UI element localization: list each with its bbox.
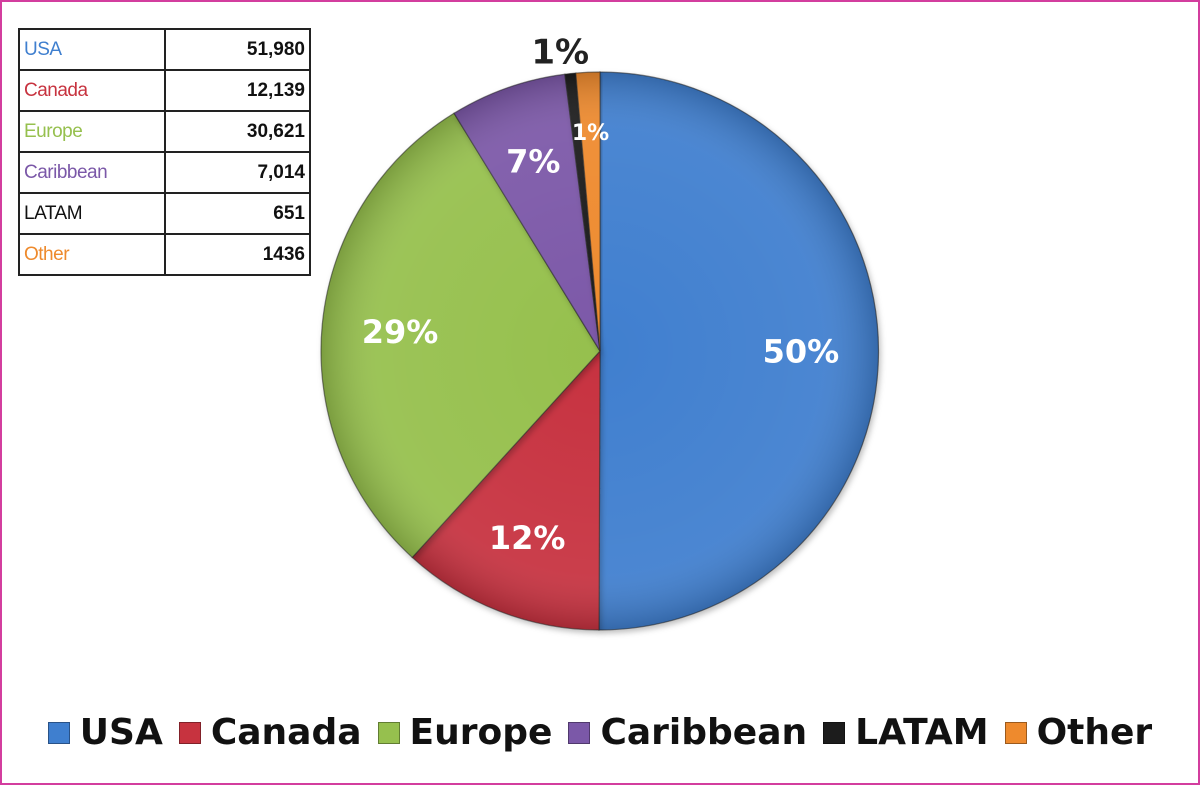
table-row: Caribbean 7,014 xyxy=(18,151,311,194)
table-category-europe: Europe xyxy=(18,110,166,153)
table-category-usa: USA xyxy=(18,28,166,71)
table-value-caribbean: 7,014 xyxy=(164,151,311,194)
table-row: Other 1436 xyxy=(18,233,311,276)
data-table: USA 51,980 Canada 12,139 Europe 30,621 C… xyxy=(18,28,311,276)
legend-swatch-usa xyxy=(47,721,70,744)
pct-label-usa: 50% xyxy=(763,332,840,370)
legend-swatch-caribbean xyxy=(568,721,591,744)
legend-item-europe: Europe xyxy=(377,712,553,753)
pct-label-caribbean: 7% xyxy=(506,143,560,181)
legend-label-canada: Canada xyxy=(210,712,362,753)
legend-label-caribbean: Caribbean xyxy=(600,712,808,753)
table-row: USA 51,980 xyxy=(18,28,311,71)
pct-label-canada: 12% xyxy=(489,519,566,557)
table-value-other: 1436 xyxy=(164,233,311,276)
table-category-caribbean: Caribbean xyxy=(18,151,166,194)
legend-swatch-canada xyxy=(178,721,201,744)
table-value-europe: 30,621 xyxy=(164,110,311,153)
legend-swatch-latam xyxy=(823,721,846,744)
table-category-latam: LATAM xyxy=(18,192,166,235)
legend-label-other: Other xyxy=(1036,712,1153,753)
legend-swatch-europe xyxy=(377,721,400,744)
legend-item-usa: USA xyxy=(47,712,163,753)
table-category-canada: Canada xyxy=(18,69,166,112)
table-value-canada: 12,139 xyxy=(164,69,311,112)
table-row: Canada 12,139 xyxy=(18,69,311,112)
legend-label-europe: Europe xyxy=(409,712,553,753)
pct-label-other: 1% xyxy=(572,121,609,146)
legend: USA Canada Europe Caribbean LATAM Other xyxy=(0,712,1200,753)
legend-item-canada: Canada xyxy=(178,712,362,753)
legend-label-usa: USA xyxy=(79,712,163,753)
table-row: LATAM 651 xyxy=(18,192,311,235)
pct-label-europe: 29% xyxy=(362,313,439,351)
table-value-usa: 51,980 xyxy=(164,28,311,71)
legend-item-caribbean: Caribbean xyxy=(568,712,807,753)
legend-item-other: Other xyxy=(1004,712,1153,753)
table-row: Europe 30,621 xyxy=(18,110,311,153)
table-value-latam: 651 xyxy=(164,192,311,235)
legend-swatch-other xyxy=(1004,721,1027,744)
pct-label-latam: 1% xyxy=(531,33,589,73)
legend-label-latam: LATAM xyxy=(855,712,989,753)
table-category-other: Other xyxy=(18,233,166,276)
legend-item-latam: LATAM xyxy=(823,712,989,753)
